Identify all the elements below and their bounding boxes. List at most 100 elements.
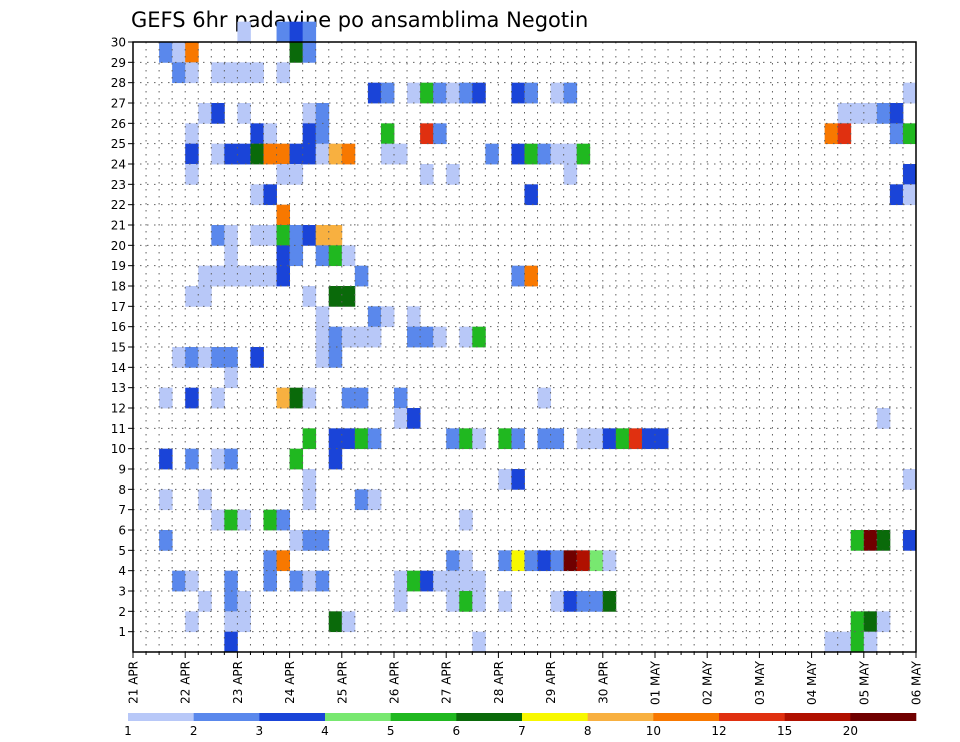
legend-swatch (719, 713, 785, 721)
heatmap-cell (367, 489, 382, 511)
heatmap-cell (159, 530, 173, 551)
heatmap-cell (289, 21, 304, 43)
y-tick-label: 1 (118, 625, 126, 639)
heatmap-cell (459, 591, 473, 612)
heatmap-cell (211, 143, 225, 165)
heatmap-cell (889, 103, 904, 124)
heatmap-cell (354, 326, 369, 348)
heatmap-cell (302, 469, 317, 490)
y-tick-label: 4 (118, 564, 126, 578)
legend-label: 4 (321, 724, 329, 738)
y-tick-label: 27 (111, 97, 126, 111)
y-tick-label: 5 (118, 544, 126, 558)
heatmap-cell (576, 550, 591, 572)
heatmap-cell (302, 225, 317, 246)
heatmap-cell (328, 611, 343, 633)
heatmap-cell (263, 570, 277, 592)
heatmap-cell (341, 286, 356, 307)
y-tick-label: 18 (111, 280, 126, 294)
y-tick-label: 9 (118, 463, 126, 477)
heatmap-cell (237, 611, 251, 633)
y-tick-label: 28 (111, 76, 126, 90)
heatmap-cell (289, 42, 304, 63)
heatmap-cell (446, 82, 460, 104)
x-tick-label: 05 MAY (857, 660, 871, 705)
heatmap-cell (446, 164, 460, 185)
heatmap-cell (420, 326, 434, 348)
heatmap-cell (224, 631, 238, 653)
y-tick-label: 3 (118, 585, 126, 599)
heatmap-cell (863, 611, 878, 633)
heatmap-cell (394, 387, 408, 409)
heatmap-cell (420, 123, 434, 145)
heatmap-cell (472, 570, 486, 592)
heatmap-cell (185, 611, 199, 633)
heatmap-cell (302, 42, 317, 63)
heatmap-cell (459, 509, 473, 531)
x-tick-label: 04 MAY (805, 660, 819, 705)
heatmap-cell (302, 286, 317, 307)
heatmap-cell (276, 21, 290, 43)
heatmap-cell (837, 103, 852, 124)
heatmap-cell (850, 631, 865, 653)
heatmap-cell (302, 428, 317, 450)
heatmap-cell (315, 143, 330, 165)
heatmap-cell (563, 550, 578, 572)
heatmap-cell (511, 469, 525, 490)
y-tick-label: 16 (111, 320, 126, 334)
heatmap-cell (367, 428, 382, 450)
heatmap-cell (263, 265, 277, 287)
heatmap-cell (354, 387, 369, 409)
heatmap-cell (198, 103, 212, 124)
y-tick-label: 8 (118, 483, 126, 497)
heatmap-cell (537, 143, 551, 165)
heatmap-cell (341, 611, 356, 633)
y-axis-ticks: 1234567891011121314151617181920212223242… (111, 36, 133, 639)
heatmap-cell (576, 428, 591, 450)
heatmap-cell (237, 143, 251, 165)
heatmap-cell (563, 82, 578, 104)
heatmap-cell (498, 550, 512, 572)
x-tick-label: 01 MAY (649, 660, 663, 705)
heatmap-cell (263, 143, 277, 165)
heatmap-cell (341, 387, 356, 409)
heatmap-cell (876, 103, 891, 124)
legend-label: 7 (518, 724, 526, 738)
heatmap-cell (328, 225, 343, 246)
heatmap-cell (185, 143, 199, 165)
heatmap-cell (237, 265, 251, 287)
y-tick-label: 10 (111, 442, 126, 456)
heatmap-cell (628, 428, 643, 450)
heatmap-cell (524, 550, 538, 572)
x-tick-label: 06 MAY (910, 660, 924, 705)
heatmap-cell (328, 143, 343, 165)
heatmap-cell (550, 591, 565, 612)
heatmap-cell (289, 225, 304, 246)
y-tick-label: 30 (111, 36, 126, 50)
heatmap-cell (224, 448, 238, 470)
heatmap-cell (446, 428, 460, 450)
heatmap-cell (250, 62, 264, 84)
heatmap-cell (446, 591, 460, 612)
heatmap-cell (172, 570, 186, 592)
y-tick-label: 24 (111, 158, 126, 172)
heatmap-cell (380, 123, 395, 145)
heatmap-cell (824, 123, 839, 145)
legend-label: 10 (646, 724, 661, 738)
heatmap-cell (159, 387, 173, 409)
heatmap-cell (237, 509, 251, 531)
heatmap-cell (159, 448, 173, 470)
y-tick-label: 21 (111, 219, 126, 233)
x-tick-label: 21 APR (127, 661, 141, 704)
heatmap-cell (276, 509, 290, 531)
heatmap-cell (394, 143, 408, 165)
heatmap-cell (837, 123, 852, 145)
heatmap-cell (472, 631, 486, 653)
legend-label: 6 (453, 724, 461, 738)
heatmap-cell (863, 103, 878, 124)
heatmap-cell (524, 184, 538, 206)
heatmap-cell (615, 428, 630, 450)
heatmap-cell (185, 448, 199, 470)
x-tick-label: 23 APR (231, 661, 245, 704)
